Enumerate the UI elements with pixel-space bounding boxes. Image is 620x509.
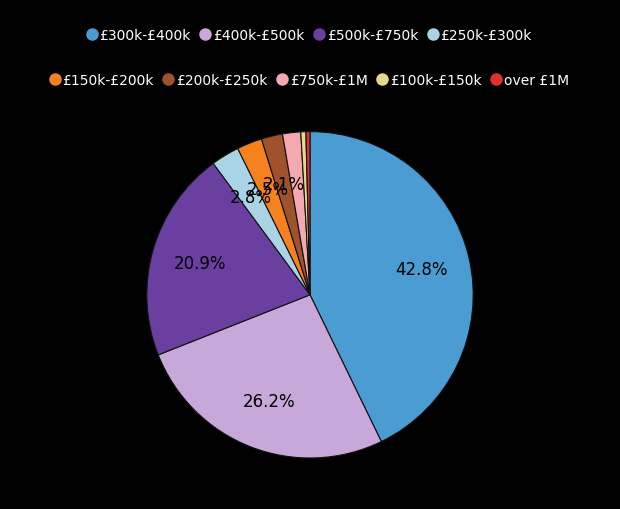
Wedge shape	[158, 295, 381, 458]
Text: 42.8%: 42.8%	[395, 261, 448, 278]
Wedge shape	[262, 135, 310, 295]
Wedge shape	[213, 149, 310, 295]
Legend: £150k-£200k, £200k-£250k, £750k-£1M, £100k-£150k, over £1M: £150k-£200k, £200k-£250k, £750k-£1M, £10…	[51, 74, 569, 88]
Text: 26.2%: 26.2%	[242, 392, 295, 410]
Text: 2.8%: 2.8%	[229, 189, 272, 207]
Wedge shape	[301, 132, 310, 295]
Wedge shape	[310, 132, 473, 442]
Text: 2.5%: 2.5%	[247, 180, 289, 199]
Wedge shape	[237, 139, 310, 295]
Text: 20.9%: 20.9%	[174, 255, 226, 273]
Wedge shape	[283, 133, 310, 295]
Wedge shape	[306, 132, 310, 295]
Wedge shape	[147, 164, 310, 355]
Text: 2.1%: 2.1%	[262, 176, 304, 193]
